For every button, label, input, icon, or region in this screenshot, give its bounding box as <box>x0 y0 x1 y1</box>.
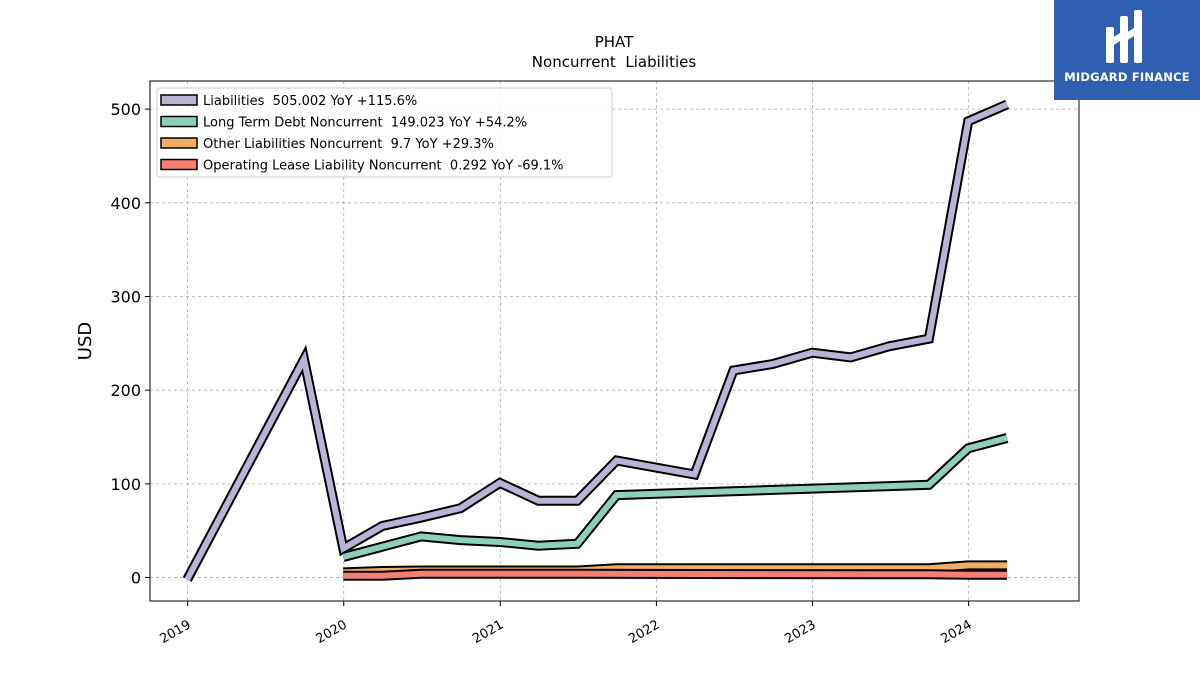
series-line-1 <box>342 435 1008 560</box>
series-line-0 <box>184 101 1009 581</box>
y-axis-label: USD <box>75 322 96 360</box>
plot-frame <box>149 80 1080 602</box>
x-tick-label: 2019 <box>157 617 193 647</box>
logo-mark-icon <box>1106 10 1142 63</box>
legend-swatch <box>160 137 198 149</box>
legend-label: Liabilities 505.002 YoY +115.6% <box>203 94 417 109</box>
x-tick-label: 2024 <box>938 617 974 647</box>
legend-swatch <box>160 94 198 106</box>
y-tick-label: 400 <box>110 194 141 213</box>
x-tick-label: 2023 <box>782 617 818 647</box>
y-tick-label: 300 <box>110 287 141 306</box>
x-tick-label: 2022 <box>626 617 662 647</box>
legend-label: Long Term Debt Noncurrent 149.023 YoY +5… <box>203 116 527 131</box>
chart-subtitle: Noncurrent Liabilities <box>532 53 697 71</box>
legend-label: Other Liabilities Noncurrent 9.7 YoY +29… <box>203 137 494 152</box>
midgard-finance-logo: MIDGARD FINANCE <box>1054 0 1200 100</box>
x-tick-label: 2020 <box>314 617 350 647</box>
legend-box <box>156 87 613 178</box>
chart-title: PHAT <box>595 33 634 51</box>
legend-swatch <box>160 115 198 128</box>
y-tick-label: 500 <box>110 100 141 119</box>
legend-label: Operating Lease Liability Noncurrent 0.2… <box>203 159 564 174</box>
logo-text: MIDGARD FINANCE <box>1064 70 1190 84</box>
y-tick-label: 200 <box>110 381 141 400</box>
y-tick-label: 100 <box>110 475 141 494</box>
series-lines <box>182 99 1010 582</box>
series-line-3 <box>343 570 1008 579</box>
y-tick-label: 0 <box>131 569 141 588</box>
legend-swatch <box>160 158 198 171</box>
legend: Liabilities 505.002 YoY +115.6% Long Term… <box>156 87 613 178</box>
x-tick-label: 2021 <box>470 617 506 647</box>
